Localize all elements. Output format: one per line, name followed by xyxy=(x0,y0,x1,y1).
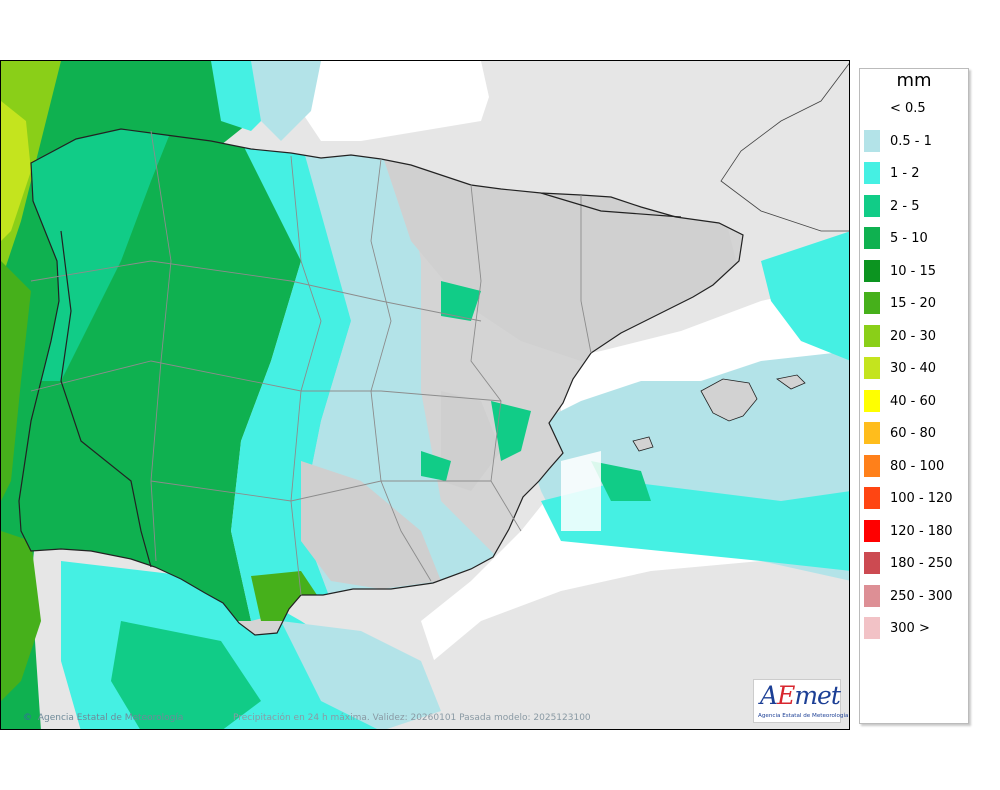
legend-swatch xyxy=(864,357,880,379)
legend-item: 80 - 100 xyxy=(864,454,964,477)
legend-swatch xyxy=(864,129,880,152)
legend-item: 250 - 300 xyxy=(864,584,964,607)
legend-label: 1 - 2 xyxy=(890,166,920,181)
legend-item: 180 - 250 xyxy=(864,552,964,574)
atlantic-band-0-5-1 xyxy=(251,61,321,141)
legend-item: 120 - 180 xyxy=(864,519,964,542)
legend-swatch xyxy=(864,162,880,184)
region-borders xyxy=(30,130,592,596)
legend-label: 15 - 20 xyxy=(890,296,937,311)
legend-swatch xyxy=(864,454,880,477)
legend-item: 30 - 40 xyxy=(864,357,964,379)
legend-item: 100 - 120 xyxy=(864,487,964,509)
atlantic-band-15-20 xyxy=(1,261,31,501)
menorca xyxy=(776,374,806,390)
legend-item: 20 - 30 xyxy=(864,324,964,347)
legend-swatch xyxy=(864,617,880,639)
legend-item: 300 > xyxy=(864,617,964,639)
precipitation-legend: mm < 0.5 0.5 - 1 1 - 2 2 - 5 5 - 10 10 - 15 15… xyxy=(859,68,969,724)
legend-item: 10 - 15 xyxy=(864,259,964,282)
legend-label: 30 - 40 xyxy=(890,361,937,376)
legend-label: 2 - 5 xyxy=(890,198,920,214)
legend-swatch xyxy=(864,227,880,249)
map-canvas xyxy=(1,61,849,729)
legend-label: 60 - 80 xyxy=(890,426,937,441)
north-africa-land xyxy=(401,561,849,729)
aemet-logo: AEmet Agencia Estatal de Meteorología xyxy=(753,679,848,723)
legend-item: < 0.5 xyxy=(864,97,964,119)
legend-label: 0.5 - 1 xyxy=(890,133,932,149)
aemet-logo-word: AEmet xyxy=(760,681,841,710)
legend-swatch xyxy=(864,519,880,542)
legend-label: < 0.5 xyxy=(890,101,926,116)
legend-swatch xyxy=(864,194,880,217)
agency-credit: © Agencia Estatal de Meteorología xyxy=(23,713,183,723)
legend-swatch xyxy=(864,552,880,574)
country-borders xyxy=(60,192,682,568)
precipitation-map[interactable]: © Agencia Estatal de Meteorología Precip… xyxy=(0,60,850,730)
legend-label: 40 - 60 xyxy=(890,393,937,409)
atlantic-band-15-20-south xyxy=(1,531,41,701)
legend-unit: mm xyxy=(896,70,932,91)
legend-label: 180 - 250 xyxy=(890,556,953,571)
legend-label: 100 - 120 xyxy=(890,491,953,506)
legend-swatch xyxy=(864,97,880,119)
lion-gulf-1-2 xyxy=(761,231,849,361)
ibiza xyxy=(632,436,654,452)
legend-label: 80 - 100 xyxy=(890,458,945,474)
france-land xyxy=(481,61,849,241)
legend-swatch xyxy=(864,487,880,509)
legend-item: 60 - 80 xyxy=(864,422,964,444)
legend-label: 10 - 15 xyxy=(890,263,937,279)
copyright-icon: © xyxy=(23,713,32,723)
legend-swatch xyxy=(864,324,880,347)
legend-swatch xyxy=(864,292,880,314)
atlantic-band-30-40 xyxy=(1,101,31,241)
med-1-2 xyxy=(541,481,849,571)
med-2-5-a xyxy=(591,461,651,501)
legend-swatch xyxy=(864,584,880,607)
bay-of-biscay-dry xyxy=(301,61,501,141)
legend-swatch xyxy=(864,389,880,412)
legend-item: 2 - 5 xyxy=(864,194,964,217)
legend-label: 250 - 300 xyxy=(890,588,953,604)
legend-item: 40 - 60 xyxy=(864,389,964,412)
med-dry-gap xyxy=(561,451,601,531)
legend-label: 20 - 30 xyxy=(890,328,937,344)
agency-credit-text: Agencia Estatal de Meteorología xyxy=(37,713,184,723)
gulf-cadiz-2-5 xyxy=(111,621,261,729)
legend-label: 300 > xyxy=(890,621,930,636)
legend-swatch xyxy=(864,422,880,444)
france-coast xyxy=(720,62,849,232)
alboran-0-5-1 xyxy=(281,621,441,729)
legend-label: 120 - 180 xyxy=(890,523,953,539)
legend-item: 15 - 20 xyxy=(864,292,964,314)
legend-item: 0.5 - 1 xyxy=(864,129,964,152)
legend-item: 1 - 2 xyxy=(864,162,964,184)
iberia-coastline xyxy=(18,128,744,636)
legend-label: 5 - 10 xyxy=(890,231,928,246)
forecast-info: Precipitación en 24 h máxima. Validez: 2… xyxy=(233,713,591,723)
aemet-logo-subtitle: Agencia Estatal de Meteorología xyxy=(758,713,849,719)
legend-swatch xyxy=(864,259,880,282)
mallorca xyxy=(700,378,758,422)
legend-item: 5 - 10 xyxy=(864,227,964,249)
